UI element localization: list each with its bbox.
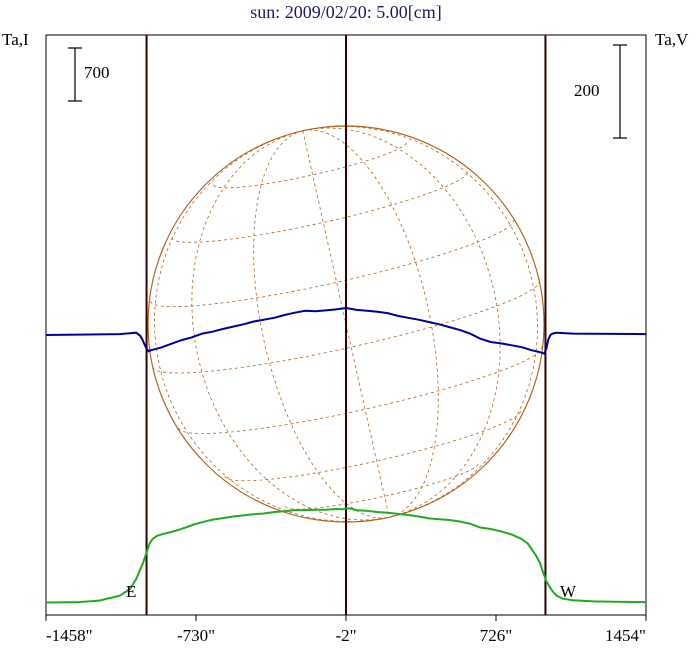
x-tick-label: 1454": [605, 626, 646, 645]
longitude-line: [191, 130, 390, 521]
x-tick-label: -730": [177, 626, 215, 645]
latitude-line: [213, 141, 408, 189]
right-scale-bar: [613, 44, 627, 139]
west-limb-label: W: [560, 582, 577, 601]
chart-title: sun: 2009/02/20: 5.00[cm]: [250, 2, 442, 22]
x-tick-label: 726": [480, 626, 512, 645]
series-stokes-i-line: [45, 507, 647, 604]
left-scale-bar: [68, 47, 82, 102]
right-scale-label: 200: [574, 81, 600, 100]
left-scale-label: 700: [84, 63, 110, 82]
longitude-line: [302, 126, 538, 518]
longitude-line: [302, 129, 439, 518]
longitude-line: [253, 130, 390, 519]
longitude-line: [302, 127, 501, 518]
longitude-line: [154, 130, 390, 522]
right-axis-label: Ta,V: [655, 30, 689, 49]
east-limb-label: E: [126, 582, 136, 601]
series-stokes-v-line: [45, 306, 647, 355]
left-axis-label: Ta,I: [2, 30, 29, 49]
latitude-line: [152, 280, 540, 374]
x-tick-label: -2": [335, 626, 356, 645]
x-tick-label: -1458": [46, 626, 93, 645]
longitude-line: [302, 130, 390, 518]
